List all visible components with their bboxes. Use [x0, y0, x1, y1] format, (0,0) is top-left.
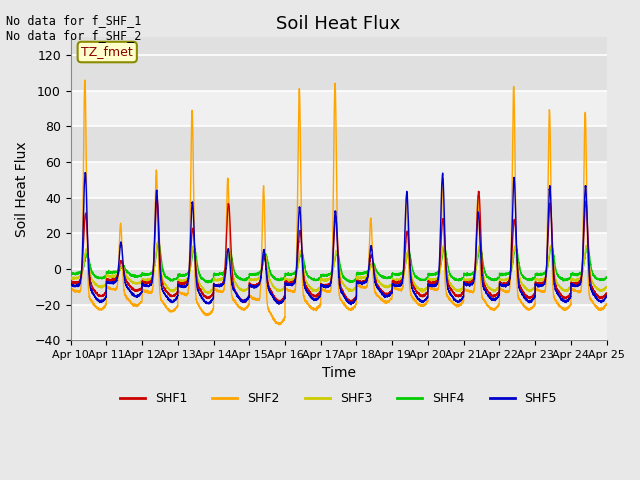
SHF3 [490, 287, 497, 293]
SHF3 [459, 286, 467, 292]
SHF4 [490, 277, 497, 283]
Bar [70, 233, 607, 269]
SHF1 [429, 279, 437, 285]
SHF3 [154, 239, 162, 245]
Y-axis label: Soil Heat Flux: Soil Heat Flux [15, 141, 29, 237]
SHF2 [163, 306, 171, 312]
SHF1 [602, 291, 610, 297]
SHF4 [459, 275, 467, 281]
SHF4 [429, 272, 437, 277]
SHF4 [154, 239, 162, 245]
SHF1 [67, 278, 74, 284]
SHF5 [348, 302, 355, 308]
X-axis label: Time: Time [322, 366, 356, 380]
Line: SHF3: SHF3 [70, 242, 607, 293]
SHF1 [319, 282, 326, 288]
SHF3 [319, 276, 326, 282]
Bar [70, 305, 607, 340]
Bar [70, 127, 607, 162]
SHF4 [603, 275, 611, 280]
SHF2 [275, 322, 283, 328]
SHF3 [603, 284, 611, 290]
SHF2 [429, 286, 437, 292]
Legend: SHF1, SHF2, SHF3, SHF4, SHF5: SHF1, SHF2, SHF3, SHF4, SHF5 [115, 387, 562, 410]
SHF3 [429, 276, 437, 282]
Line: SHF5: SHF5 [70, 173, 607, 305]
SHF2 [81, 77, 88, 83]
SHF3 [205, 290, 212, 296]
SHF5 [81, 170, 89, 176]
Text: TZ_fmet: TZ_fmet [81, 46, 133, 59]
Bar [70, 91, 607, 127]
Line: SHF2: SHF2 [70, 80, 607, 325]
Title: Soil Heat Flux: Soil Heat Flux [276, 15, 401, 33]
SHF5 [319, 283, 326, 288]
SHF3 [67, 275, 74, 280]
Text: No data for f_SHF_1
No data for f_SHF_2: No data for f_SHF_1 No data for f_SHF_2 [6, 14, 142, 42]
SHF1 [475, 189, 483, 194]
SHF5 [67, 282, 74, 288]
SHF2 [602, 302, 610, 308]
SHF4 [163, 275, 171, 280]
SHF2 [490, 306, 497, 312]
SHF5 [490, 297, 497, 303]
SHF2 [319, 287, 326, 293]
SHF2 [459, 299, 467, 304]
SHF5 [163, 294, 171, 300]
Bar [70, 162, 607, 198]
SHF1 [459, 290, 467, 296]
SHF5 [429, 284, 437, 289]
SHF1 [275, 300, 283, 305]
SHF2 [603, 302, 611, 308]
Bar [70, 269, 607, 305]
SHF4 [319, 272, 326, 278]
SHF4 [204, 280, 212, 286]
SHF3 [602, 284, 610, 289]
SHF5 [602, 293, 610, 299]
Line: SHF1: SHF1 [70, 192, 607, 302]
SHF4 [67, 270, 74, 276]
SHF2 [67, 286, 74, 292]
SHF4 [602, 275, 610, 280]
Bar [70, 198, 607, 233]
Bar [70, 55, 607, 91]
SHF3 [163, 286, 171, 291]
SHF1 [490, 293, 497, 299]
SHF5 [603, 293, 611, 299]
SHF5 [459, 294, 467, 300]
SHF1 [603, 291, 611, 297]
SHF1 [163, 289, 171, 295]
Line: SHF4: SHF4 [70, 242, 607, 283]
